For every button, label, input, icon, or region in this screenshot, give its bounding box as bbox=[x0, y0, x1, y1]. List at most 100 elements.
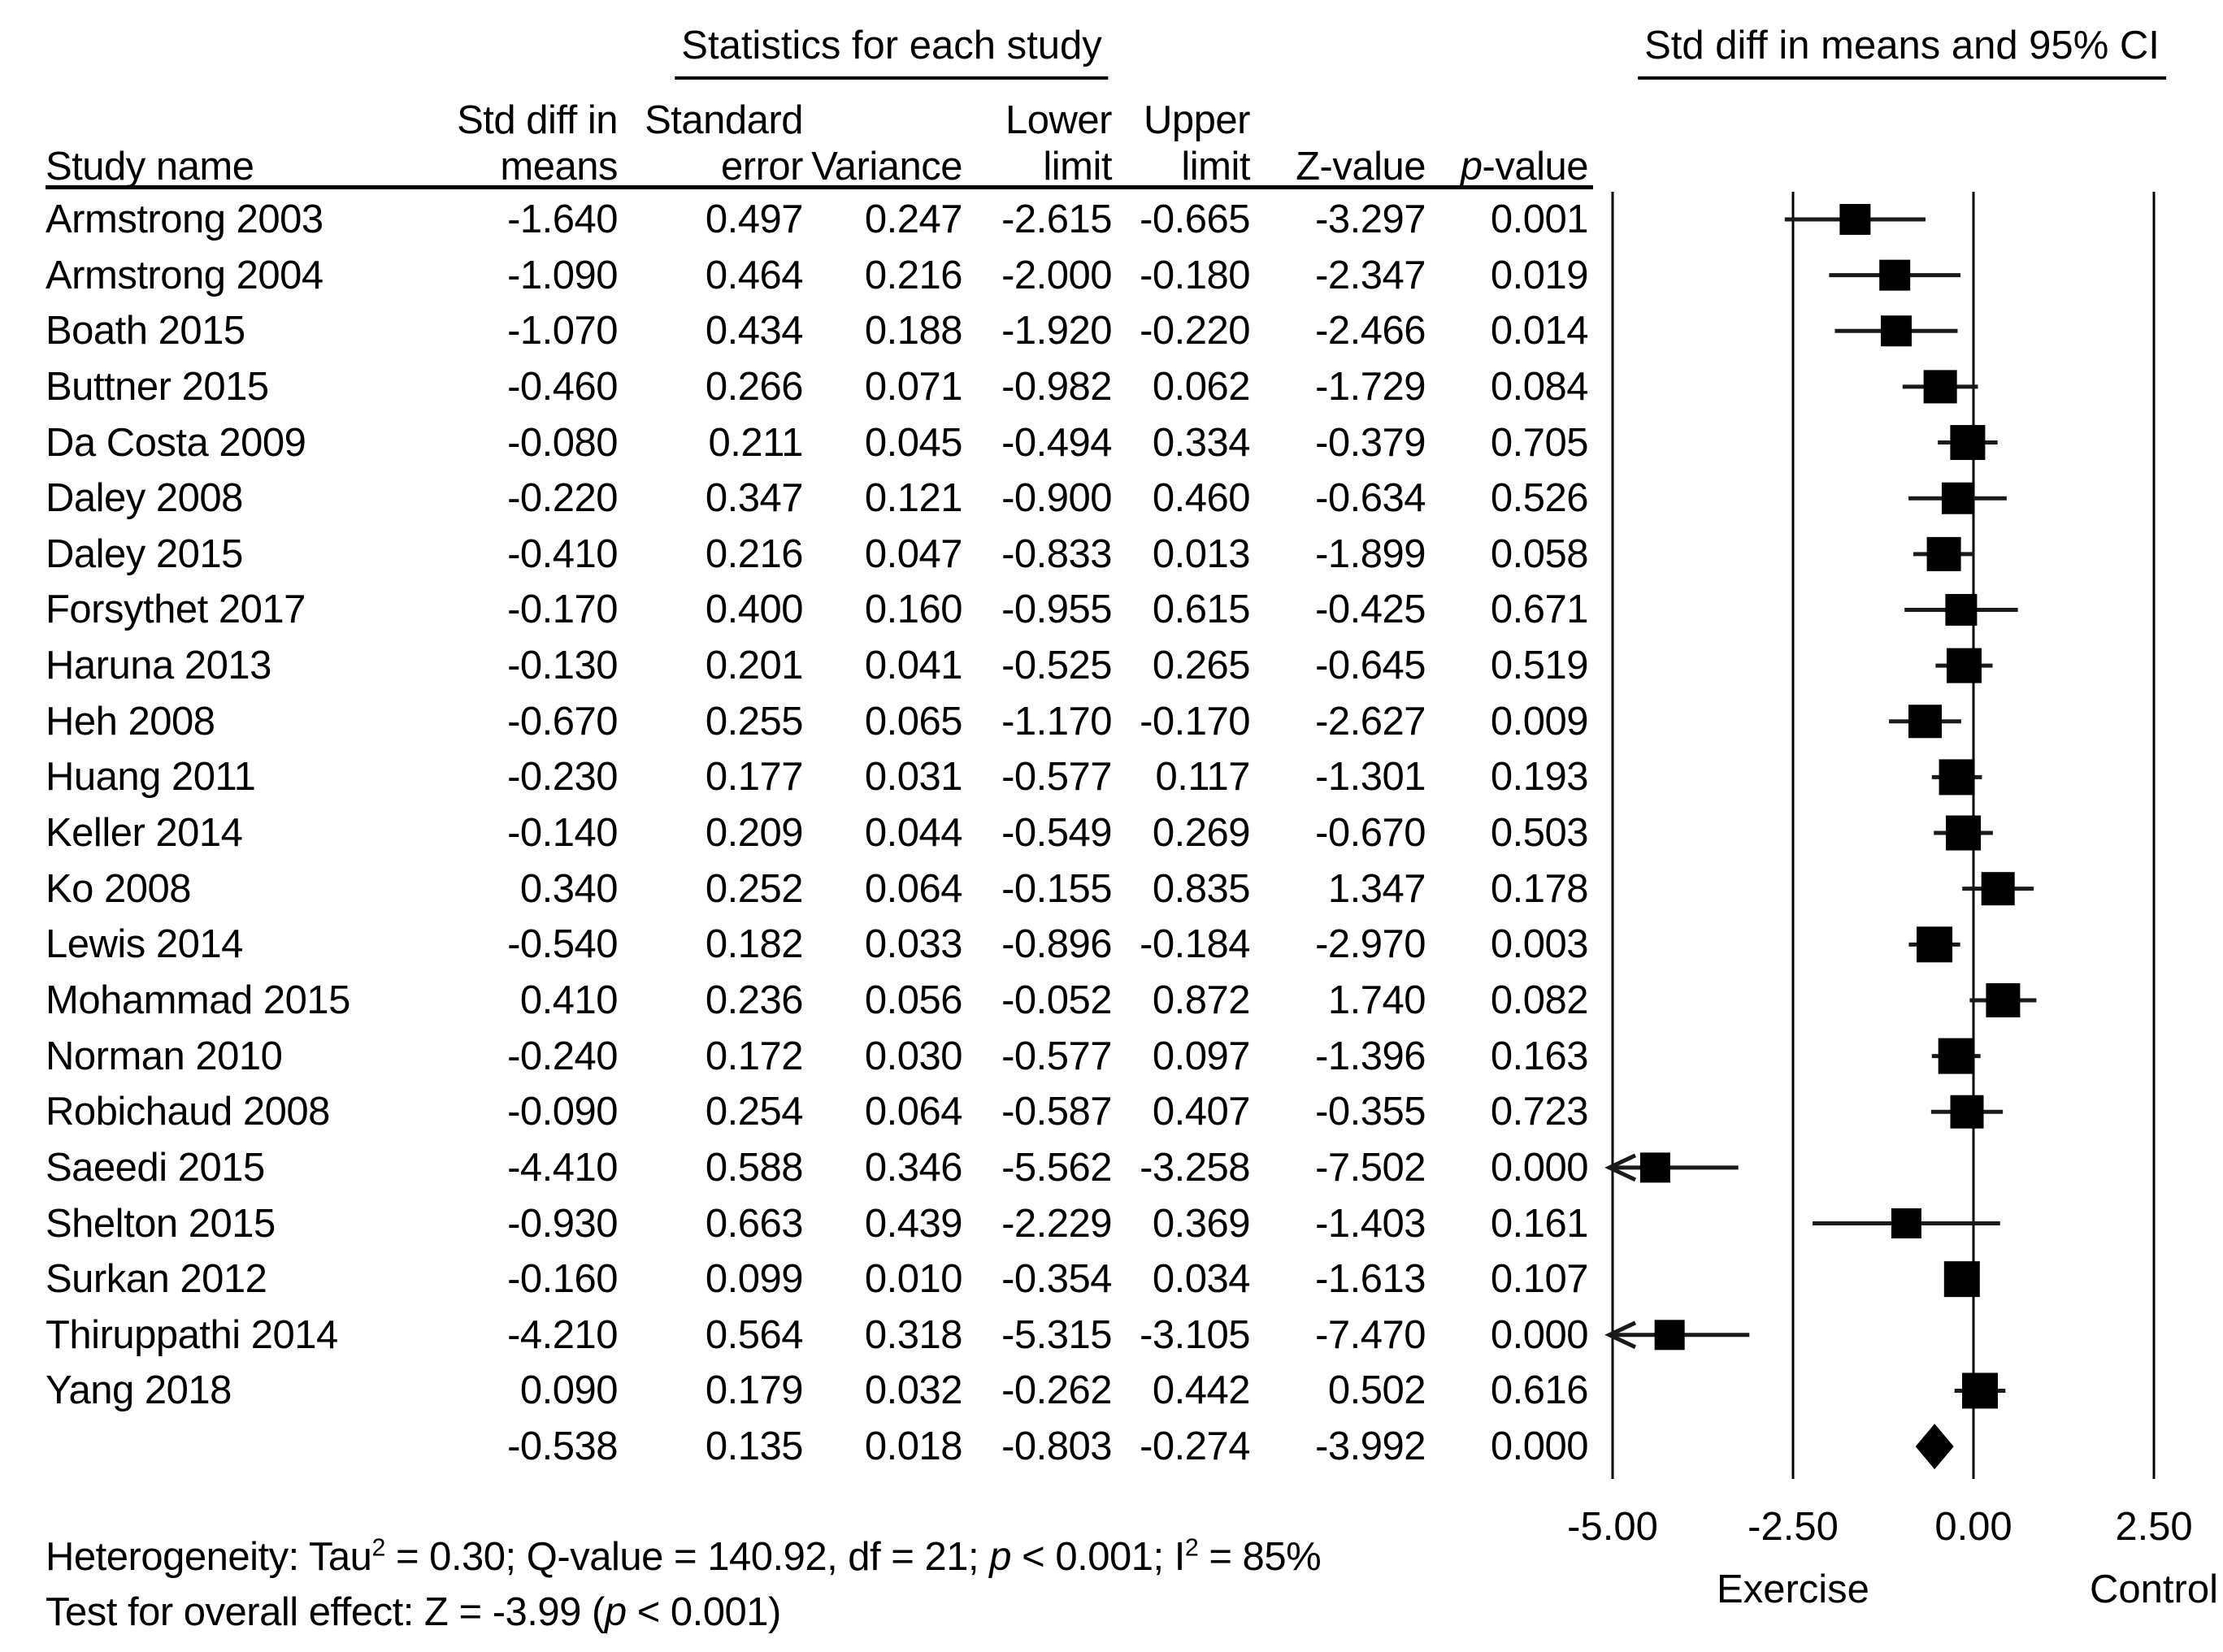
stat-cell-means: -1.070 bbox=[507, 309, 618, 353]
effect-square bbox=[1639, 1152, 1670, 1183]
stat-cell-upper: 0.460 bbox=[1152, 476, 1251, 520]
stat-cell-p: 0.000 bbox=[1490, 1146, 1589, 1190]
stat-cell-lower: -0.803 bbox=[1001, 1424, 1112, 1468]
effect-square bbox=[1981, 872, 2015, 906]
stat-cell-error: 0.182 bbox=[705, 922, 804, 966]
stat-cell-upper: 0.097 bbox=[1152, 1034, 1251, 1078]
stat-cell-z: -0.425 bbox=[1315, 588, 1426, 631]
stat-cell-variance: 0.065 bbox=[864, 700, 963, 744]
text-segment: p bbox=[1460, 145, 1483, 189]
stat-cell-z: -0.645 bbox=[1315, 644, 1426, 687]
stat-cell-upper: 0.615 bbox=[1152, 588, 1251, 631]
stat-cell-means: -0.230 bbox=[507, 755, 618, 799]
column-header-upper: limit bbox=[1181, 145, 1250, 189]
stat-cell-lower: -0.052 bbox=[1001, 978, 1112, 1022]
study-name-cell: Haruna 2013 bbox=[46, 644, 271, 687]
stat-cell-upper: 0.034 bbox=[1152, 1257, 1251, 1301]
stat-cell-z: 0.502 bbox=[1327, 1368, 1426, 1412]
axis-tick-label: -5.00 bbox=[1567, 1505, 1658, 1549]
study-name-cell: Da Costa 2009 bbox=[46, 421, 306, 465]
stat-cell-p: 0.519 bbox=[1490, 644, 1589, 687]
stat-cell-error: 0.464 bbox=[705, 254, 804, 297]
stat-cell-upper: 0.369 bbox=[1152, 1202, 1251, 1246]
effect-square bbox=[1946, 815, 1982, 851]
effect-square bbox=[1839, 204, 1871, 235]
stat-cell-p: 0.009 bbox=[1490, 700, 1589, 744]
stat-cell-variance: 0.041 bbox=[864, 644, 963, 687]
stat-cell-error: 0.254 bbox=[705, 1090, 804, 1134]
stat-cell-lower: -0.577 bbox=[1001, 755, 1112, 799]
stat-cell-p: 0.001 bbox=[1490, 197, 1589, 241]
stat-cell-lower: -0.955 bbox=[1001, 588, 1112, 631]
effect-square bbox=[1917, 926, 1953, 963]
stat-cell-lower: -0.982 bbox=[1001, 365, 1112, 409]
stat-cell-z: -1.396 bbox=[1315, 1034, 1426, 1078]
stat-cell-error: 0.252 bbox=[705, 867, 804, 911]
stat-cell-upper: 0.117 bbox=[1155, 755, 1251, 799]
stat-cell-means: -0.090 bbox=[507, 1090, 618, 1134]
study-name-cell: Keller 2014 bbox=[46, 811, 243, 855]
text-segment: = 85% bbox=[1198, 1535, 1322, 1579]
heterogeneity-note: Heterogeneity: Tau2 = 0.30; Q-value = 14… bbox=[46, 1533, 1322, 1580]
stat-cell-variance: 0.121 bbox=[864, 476, 963, 520]
stat-cell-variance: 0.031 bbox=[864, 755, 963, 799]
stat-cell-error: 0.172 bbox=[705, 1034, 804, 1078]
stat-cell-lower: -0.262 bbox=[1001, 1368, 1112, 1412]
stat-cell-z: -1.729 bbox=[1315, 365, 1426, 409]
stat-cell-lower: -0.549 bbox=[1001, 811, 1112, 855]
stat-cell-p: 0.003 bbox=[1490, 922, 1589, 966]
column-header-upper-line1: Upper bbox=[1144, 98, 1250, 142]
stat-cell-p: 0.107 bbox=[1490, 1257, 1589, 1301]
stat-cell-lower: -5.315 bbox=[1001, 1313, 1112, 1357]
study-name-cell: Daley 2015 bbox=[46, 532, 243, 576]
effect-square bbox=[1908, 705, 1943, 739]
stat-cell-variance: 0.064 bbox=[864, 1090, 963, 1134]
column-header-z: Z-value bbox=[1296, 145, 1426, 189]
stat-cell-p: 0.019 bbox=[1490, 254, 1589, 297]
column-header-lower-line1: Lower bbox=[1005, 98, 1112, 142]
stat-cell-upper: 0.334 bbox=[1152, 421, 1251, 465]
column-header-variance: Variance bbox=[811, 145, 962, 189]
study-name-cell: Buttner 2015 bbox=[46, 365, 269, 409]
stat-cell-z: -7.502 bbox=[1315, 1146, 1426, 1190]
stat-cell-variance: 0.033 bbox=[864, 922, 963, 966]
stat-cell-p: 0.671 bbox=[1490, 588, 1589, 631]
stat-cell-variance: 0.010 bbox=[864, 1257, 963, 1301]
effect-square bbox=[1950, 425, 1986, 461]
stat-cell-variance: 0.346 bbox=[864, 1146, 963, 1190]
text-segment: = 0.30; Q-value = 140.92, df = 21; bbox=[384, 1535, 990, 1579]
stat-cell-z: -3.992 bbox=[1315, 1424, 1426, 1468]
stat-cell-lower: -5.562 bbox=[1001, 1146, 1112, 1190]
stat-cell-lower: -0.577 bbox=[1001, 1034, 1112, 1078]
stat-cell-variance: 0.216 bbox=[864, 254, 963, 297]
stat-cell-error: 0.201 bbox=[705, 644, 804, 687]
study-name-cell: Mohammad 2015 bbox=[46, 978, 350, 1022]
stat-cell-means: -0.670 bbox=[507, 700, 618, 744]
stat-cell-upper: -0.184 bbox=[1140, 922, 1250, 966]
stat-cell-z: -1.301 bbox=[1315, 755, 1426, 799]
study-name-cell: Forsythet 2017 bbox=[46, 588, 306, 631]
stat-cell-means: -0.130 bbox=[507, 644, 618, 687]
stat-cell-upper: 0.265 bbox=[1152, 644, 1251, 687]
study-name-column-header: Study name bbox=[46, 145, 254, 189]
axis-tick-label: -2.50 bbox=[1748, 1505, 1839, 1549]
effect-square bbox=[1986, 982, 2021, 1017]
stat-cell-error: 0.400 bbox=[705, 588, 804, 631]
stat-cell-p: 0.705 bbox=[1490, 421, 1589, 465]
stat-cell-upper: -0.220 bbox=[1140, 309, 1250, 353]
stat-cell-variance: 0.032 bbox=[864, 1368, 963, 1412]
text-segment: < 0.001; I bbox=[1011, 1535, 1185, 1579]
stat-cell-lower: -0.494 bbox=[1001, 421, 1112, 465]
stat-cell-p: 0.058 bbox=[1490, 532, 1589, 576]
text-segment: p bbox=[989, 1535, 1011, 1579]
axis-tick-label: 2.50 bbox=[2115, 1505, 2192, 1549]
stat-cell-variance: 0.030 bbox=[864, 1034, 963, 1078]
stat-cell-variance: 0.056 bbox=[864, 978, 963, 1022]
effect-square bbox=[1950, 1095, 1984, 1129]
stats-section-title: Statistics for each study bbox=[675, 23, 1109, 80]
stat-cell-z: -0.670 bbox=[1315, 811, 1426, 855]
stat-cell-z: -1.613 bbox=[1315, 1257, 1426, 1301]
stat-cell-p: 0.616 bbox=[1490, 1368, 1589, 1412]
stat-cell-error: 0.347 bbox=[705, 476, 804, 520]
stat-cell-means: -0.538 bbox=[507, 1424, 618, 1468]
